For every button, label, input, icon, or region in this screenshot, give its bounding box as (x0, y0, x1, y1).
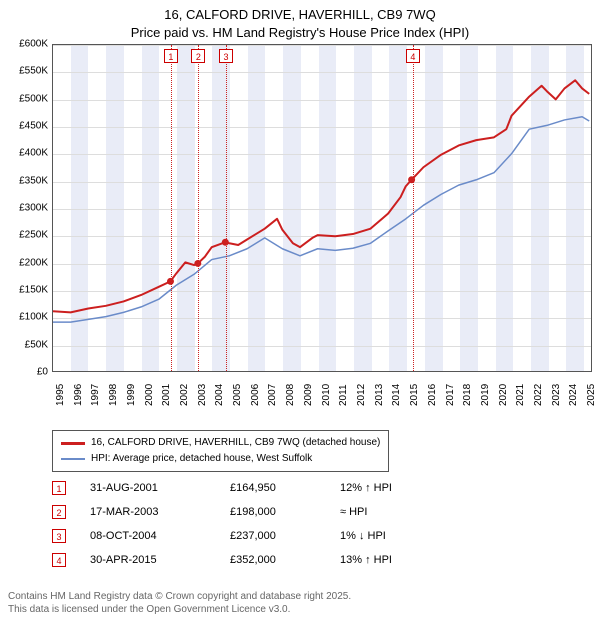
sale-marker-box: 1 (164, 49, 178, 63)
x-tick-label: 2020 (498, 384, 509, 406)
y-tick-label: £100K (19, 312, 48, 323)
legend-label: HPI: Average price, detached house, West… (91, 451, 312, 467)
sale-price: £352,000 (230, 554, 340, 566)
x-tick-label: 2019 (480, 384, 491, 406)
sales-row: 4 30-APR-2015£352,00013% ↑ HPI (52, 548, 460, 572)
sale-price: £164,950 (230, 482, 340, 494)
sale-marker-line (198, 45, 199, 371)
footnote: Contains HM Land Registry data © Crown c… (8, 590, 351, 616)
y-tick-label: £150K (19, 285, 48, 296)
x-tick-label: 2002 (179, 384, 190, 406)
x-tick-label: 2011 (338, 384, 349, 406)
sales-row: 1 31-AUG-2001£164,95012% ↑ HPI (52, 476, 460, 500)
x-tick-label: 2005 (232, 384, 243, 406)
x-tick-label: 1997 (90, 384, 101, 406)
sales-marker-icon: 1 (52, 481, 66, 495)
title-block: 16, CALFORD DRIVE, HAVERHILL, CB9 7WQ Pr… (0, 0, 600, 41)
x-tick-label: 2006 (250, 384, 261, 406)
x-tick-label: 2007 (267, 384, 278, 406)
legend-swatch (61, 458, 85, 460)
sale-delta: 12% ↑ HPI (340, 482, 460, 494)
title-line1: 16, CALFORD DRIVE, HAVERHILL, CB9 7WQ (0, 6, 600, 24)
sale-marker-line (226, 45, 227, 371)
x-tick-label: 2000 (144, 384, 155, 406)
sale-date: 08-OCT-2004 (90, 530, 230, 542)
sale-marker-box: 4 (406, 49, 420, 63)
x-tick-label: 2001 (161, 384, 172, 406)
sale-date: 30-APR-2015 (90, 554, 230, 566)
y-tick-label: £500K (19, 93, 48, 104)
sales-marker-icon: 3 (52, 529, 66, 543)
x-tick-label: 2014 (391, 384, 402, 406)
x-tick-label: 2023 (551, 384, 562, 406)
y-tick-label: £250K (19, 230, 48, 241)
sale-price: £237,000 (230, 530, 340, 542)
y-tick-label: £400K (19, 148, 48, 159)
x-tick-label: 2021 (515, 384, 526, 406)
footnote-line1: Contains HM Land Registry data © Crown c… (8, 590, 351, 603)
y-tick-label: £550K (19, 66, 48, 77)
x-tick-label: 2017 (445, 384, 456, 406)
x-tick-label: 1999 (126, 384, 137, 406)
x-tick-label: 2015 (409, 384, 420, 406)
legend-row: 16, CALFORD DRIVE, HAVERHILL, CB9 7WQ (d… (61, 435, 380, 451)
x-tick-label: 2022 (533, 384, 544, 406)
x-tick-label: 1996 (73, 384, 84, 406)
legend-swatch (61, 442, 85, 445)
sale-date: 31-AUG-2001 (90, 482, 230, 494)
y-tick-label: £0 (37, 367, 48, 378)
x-tick-label: 1995 (55, 384, 66, 406)
sale-delta: 13% ↑ HPI (340, 554, 460, 566)
sales-table: 1 31-AUG-2001£164,95012% ↑ HPI 2 17-MAR-200… (52, 476, 460, 572)
x-tick-label: 2009 (303, 384, 314, 406)
series-line-price_paid (53, 80, 589, 312)
legend: 16, CALFORD DRIVE, HAVERHILL, CB9 7WQ (d… (52, 430, 389, 472)
sale-date: 17-MAR-2003 (90, 506, 230, 518)
x-tick-label: 2016 (427, 384, 438, 406)
sale-marker-line (171, 45, 172, 371)
x-tick-label: 1998 (108, 384, 119, 406)
sale-dot (408, 176, 415, 183)
footnote-line2: This data is licensed under the Open Gov… (8, 603, 351, 616)
x-tick-label: 2003 (197, 384, 208, 406)
sales-marker-icon: 4 (52, 553, 66, 567)
y-tick-label: £300K (19, 203, 48, 214)
title-line2: Price paid vs. HM Land Registry's House … (0, 24, 600, 42)
x-tick-label: 2010 (321, 384, 332, 406)
sale-marker-line (413, 45, 414, 371)
x-tick-label: 2024 (568, 384, 579, 406)
x-tick-label: 2012 (356, 384, 367, 406)
y-tick-label: £450K (19, 121, 48, 132)
sale-price: £198,000 (230, 506, 340, 518)
plot-area: 123 4 (52, 44, 592, 372)
sale-delta: 1% ↓ HPI (340, 530, 460, 542)
x-tick-label: 2004 (214, 384, 225, 406)
sale-marker-box: 3 (219, 49, 233, 63)
y-tick-label: £200K (19, 257, 48, 268)
sale-marker-box: 2 (191, 49, 205, 63)
x-tick-label: 2018 (462, 384, 473, 406)
y-tick-label: £50K (25, 339, 48, 350)
y-tick-label: £600K (19, 39, 48, 50)
x-tick-label: 2025 (586, 384, 597, 406)
y-tick-label: £350K (19, 175, 48, 186)
chart-container: 16, CALFORD DRIVE, HAVERHILL, CB9 7WQ Pr… (0, 0, 600, 620)
x-tick-label: 2013 (374, 384, 385, 406)
series-line-hpi (53, 117, 589, 322)
legend-row: HPI: Average price, detached house, West… (61, 451, 380, 467)
line-svg (53, 45, 591, 371)
sales-marker-icon: 2 (52, 505, 66, 519)
sale-delta: ≈ HPI (340, 506, 460, 518)
sales-row: 3 08-OCT-2004£237,0001% ↓ HPI (52, 524, 460, 548)
chart-area: £0 £50K £100K £150K £200K £250K £300K £350K £400… (8, 44, 592, 424)
legend-label: 16, CALFORD DRIVE, HAVERHILL, CB9 7WQ (d… (91, 435, 380, 451)
x-tick-label: 2008 (285, 384, 296, 406)
sales-row: 2 17-MAR-2003£198,000≈ HPI (52, 500, 460, 524)
